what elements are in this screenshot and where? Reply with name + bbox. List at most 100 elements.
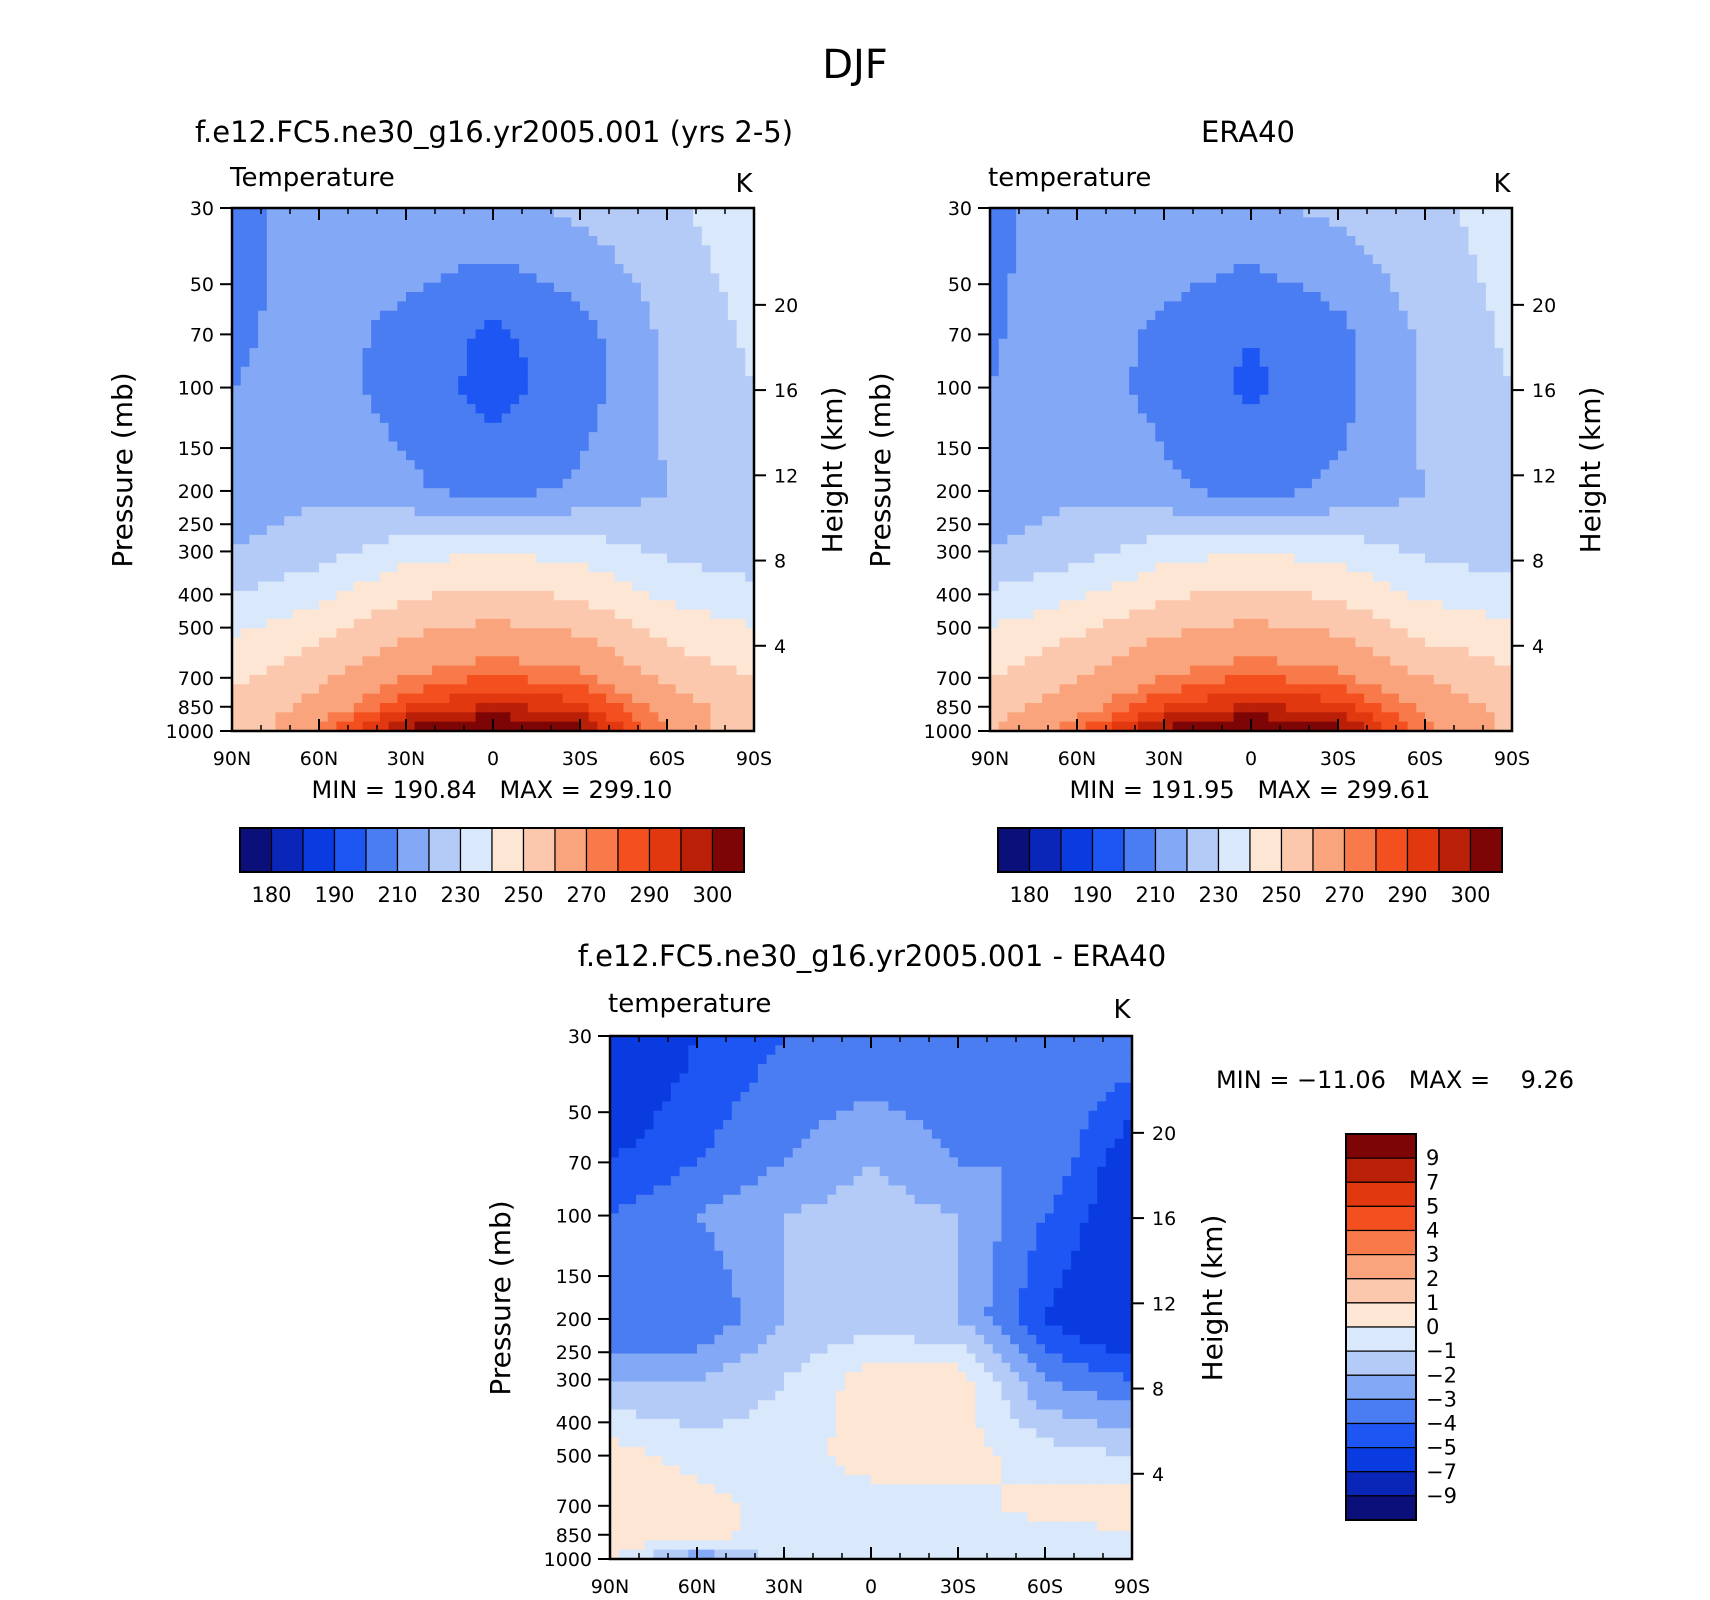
model-field-cell bbox=[580, 273, 590, 284]
model-field-cell bbox=[501, 506, 511, 517]
model-field-cell bbox=[371, 366, 381, 377]
model-field-cell bbox=[345, 217, 355, 228]
obs-field-cell bbox=[1164, 338, 1174, 349]
model-field-cell bbox=[414, 516, 424, 527]
model-field-cell bbox=[345, 553, 355, 564]
model-field-cell bbox=[379, 348, 390, 359]
model-field-cell bbox=[423, 693, 433, 704]
model-field-cell bbox=[588, 460, 598, 471]
model-field-cell bbox=[353, 665, 364, 676]
obs-field-cell bbox=[1155, 422, 1165, 433]
model-field-cell bbox=[319, 665, 329, 676]
obs-field-cell bbox=[1164, 320, 1174, 331]
obs-field-cell bbox=[1233, 329, 1243, 340]
model-field-cell bbox=[484, 460, 494, 471]
obs-field-cell bbox=[1268, 217, 1278, 228]
model-field-cell bbox=[484, 366, 494, 377]
model-field-cell bbox=[258, 450, 268, 461]
obs-field-cell bbox=[1285, 404, 1296, 415]
model-field-cell bbox=[388, 413, 398, 424]
obs-field-cell bbox=[1050, 236, 1061, 246]
model-field-cell bbox=[353, 712, 364, 723]
model-field-cell bbox=[571, 217, 581, 228]
model-field-cell bbox=[432, 460, 442, 471]
model-field-cell bbox=[466, 469, 477, 480]
obs-field-cell bbox=[1285, 338, 1296, 349]
model-field-cell bbox=[553, 432, 564, 443]
model-colorbar-box bbox=[365, 827, 399, 873]
model-field-cell bbox=[327, 432, 337, 443]
model-field-cell bbox=[362, 628, 372, 639]
model-field-cell bbox=[684, 684, 694, 695]
obs-field-cell bbox=[1155, 376, 1165, 387]
obs-field-cell bbox=[1120, 348, 1130, 359]
model-field-cell bbox=[580, 525, 590, 536]
model-field-cell bbox=[701, 432, 712, 443]
model-field-cell bbox=[240, 441, 250, 452]
model-field-cell bbox=[519, 450, 529, 461]
model-field-cell bbox=[510, 422, 520, 433]
obs-field-cell bbox=[1085, 357, 1095, 368]
obs-field-cell bbox=[1172, 385, 1182, 396]
model-field-cell bbox=[536, 693, 546, 704]
obs-field-cell bbox=[1224, 329, 1235, 340]
model-field-cell bbox=[640, 357, 651, 368]
model-field-cell bbox=[493, 656, 503, 667]
model-field-cell bbox=[710, 366, 720, 377]
obs-field-cell bbox=[1442, 254, 1452, 265]
model-field-cell bbox=[623, 618, 633, 629]
obs-field-cell bbox=[1103, 264, 1113, 274]
model-field-cell bbox=[614, 590, 625, 601]
model-field-cell bbox=[545, 385, 555, 396]
obs-field-cell bbox=[1398, 376, 1409, 387]
model-field-cell bbox=[736, 245, 746, 256]
model-field-cell bbox=[310, 264, 320, 274]
model-field-cell bbox=[449, 516, 459, 527]
model-field-cell bbox=[727, 516, 738, 527]
model-field-cell bbox=[440, 553, 451, 564]
model-field-cell bbox=[640, 628, 651, 639]
model-field-cell bbox=[632, 618, 642, 629]
model-field-cell bbox=[379, 273, 390, 284]
obs-field-cell bbox=[1111, 394, 1122, 405]
model-field-cell bbox=[275, 404, 285, 415]
model-field-cell bbox=[545, 422, 555, 433]
model-field-cell bbox=[580, 310, 590, 321]
model-field-cell bbox=[310, 478, 320, 489]
obs-field-cell bbox=[1311, 348, 1322, 359]
obs-field-cell bbox=[1320, 217, 1330, 228]
model-field-cell bbox=[710, 310, 720, 321]
model-field-cell bbox=[232, 684, 242, 695]
model-field-cell bbox=[458, 646, 468, 657]
model-field-cell bbox=[736, 544, 746, 555]
obs-field-cell bbox=[1164, 208, 1174, 218]
model-field-cell bbox=[667, 329, 677, 340]
model-field-cell bbox=[571, 609, 581, 620]
model-field-cell bbox=[606, 422, 616, 433]
model-field-cell bbox=[310, 450, 320, 461]
model-field-cell bbox=[493, 376, 503, 387]
model-field-cell bbox=[597, 684, 607, 695]
obs-field-cell bbox=[1137, 404, 1148, 415]
model-field-cell bbox=[432, 562, 442, 573]
model-field-cell bbox=[736, 264, 746, 274]
obs-field-cell bbox=[1311, 320, 1322, 331]
model-field-cell bbox=[414, 684, 424, 695]
obs-field-cell bbox=[1190, 394, 1200, 405]
model-field-cell bbox=[623, 684, 633, 695]
model-field-cell bbox=[562, 366, 572, 377]
model-field-cell bbox=[414, 357, 424, 368]
model-field-cell bbox=[736, 665, 746, 676]
model-field-cell bbox=[327, 553, 337, 564]
model-field-cell bbox=[701, 600, 712, 611]
obs-field-cell bbox=[1390, 282, 1400, 293]
obs-field-cell bbox=[1346, 404, 1356, 415]
model-field-cell bbox=[675, 665, 685, 676]
model-field-cell bbox=[536, 628, 546, 639]
obs-field-cell bbox=[1120, 282, 1130, 293]
model-field-cell bbox=[493, 637, 503, 648]
obs-field-cell bbox=[1277, 282, 1287, 293]
obs-field-cell bbox=[1120, 366, 1130, 377]
model-field-cell bbox=[484, 422, 494, 433]
model-field-cell bbox=[693, 236, 703, 246]
